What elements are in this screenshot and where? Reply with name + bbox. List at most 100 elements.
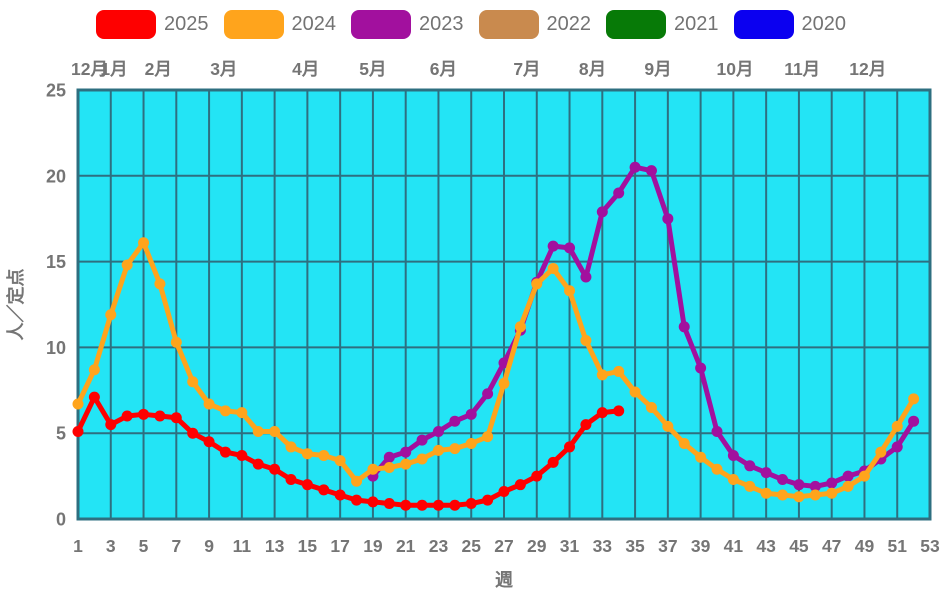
- series-point-2023: [662, 213, 674, 225]
- series-point-2024: [564, 285, 576, 297]
- y-tick-label: 15: [46, 252, 66, 272]
- series-point-2025: [121, 410, 133, 422]
- series-point-2024: [383, 462, 395, 474]
- series-point-2024: [400, 458, 412, 470]
- legend-label: 2025: [164, 13, 209, 35]
- series-point-2025: [367, 496, 379, 508]
- legend-swatch-2023: [351, 10, 411, 39]
- month-label: 2月: [145, 59, 172, 79]
- month-label: 6月: [430, 59, 457, 79]
- series-point-2025: [269, 463, 281, 475]
- series-point-2024: [301, 448, 313, 460]
- month-label: 8月: [579, 59, 606, 79]
- series-point-2024: [465, 437, 477, 449]
- x-tick-label: 51: [887, 536, 907, 556]
- series-point-2025: [301, 479, 313, 491]
- month-label: 10月: [717, 59, 754, 79]
- x-tick-label: 39: [691, 536, 711, 556]
- x-tick-label: 11: [233, 536, 252, 556]
- series-point-2025: [514, 479, 526, 491]
- series-point-2025: [285, 474, 297, 486]
- series-point-2024: [203, 398, 215, 410]
- series-point-2025: [465, 498, 477, 510]
- series-point-2024: [842, 480, 854, 492]
- x-tick-label: 29: [527, 536, 547, 556]
- series-point-2023: [564, 242, 576, 254]
- series-point-2025: [203, 436, 215, 448]
- series-point-2025: [252, 458, 264, 470]
- x-tick-label: 37: [658, 536, 677, 556]
- series-point-2023: [727, 450, 739, 462]
- series-point-2024: [498, 377, 510, 389]
- y-tick-label: 25: [46, 81, 66, 101]
- series-point-2025: [383, 498, 395, 510]
- series-point-2024: [596, 369, 608, 381]
- series-point-2025: [596, 407, 608, 419]
- x-tick-label: 49: [855, 536, 875, 556]
- series-point-2023: [449, 415, 461, 427]
- legend-item-2023[interactable]: 2023: [351, 10, 464, 39]
- month-label: 5月: [359, 59, 386, 79]
- series-point-2025: [318, 484, 330, 496]
- series-point-2024: [826, 487, 838, 499]
- plot-border: [76, 88, 932, 521]
- x-tick-label: 31: [560, 536, 580, 556]
- series-point-2025: [88, 391, 100, 403]
- x-tick-label: 7: [171, 536, 181, 556]
- series-point-2025: [105, 419, 117, 431]
- series-point-2023: [908, 415, 920, 427]
- series-point-2024: [219, 405, 231, 417]
- series-point-2023: [826, 477, 838, 489]
- series-point-2024: [318, 450, 330, 462]
- series-point-2023: [645, 165, 657, 177]
- series-point-2024: [793, 491, 805, 503]
- series-point-2024: [662, 420, 674, 432]
- y-tick-label: 5: [56, 424, 66, 444]
- series-point-2023: [629, 161, 641, 173]
- series-point-2025: [138, 408, 150, 420]
- x-tick-label: 23: [429, 536, 449, 556]
- series-point-2023: [809, 480, 821, 492]
- series-point-2023: [744, 460, 756, 472]
- legend-label: 2023: [419, 13, 464, 35]
- series-point-2024: [613, 365, 625, 377]
- month-label: 3月: [210, 59, 237, 79]
- series-point-2025: [482, 494, 494, 506]
- series-point-2024: [351, 475, 363, 487]
- series-point-2024: [744, 480, 756, 492]
- series-point-2023: [891, 441, 903, 453]
- series-point-2025: [400, 499, 412, 511]
- legend-item-2022[interactable]: 2022: [478, 10, 592, 39]
- legend-item-2025[interactable]: 2025: [96, 10, 209, 39]
- legend-item-2024[interactable]: 2024: [223, 10, 336, 39]
- legend-item-2021[interactable]: 2021: [606, 10, 719, 39]
- legend-item-2020[interactable]: 2020: [733, 10, 846, 39]
- series-point-2024: [580, 335, 592, 347]
- legend-label: 2022: [546, 13, 592, 35]
- series-point-2025: [236, 450, 248, 462]
- series-point-2023: [482, 388, 494, 400]
- series-point-2024: [727, 474, 739, 486]
- series-point-2024: [858, 470, 870, 482]
- series-point-2024: [760, 487, 772, 499]
- series-point-2024: [432, 444, 444, 456]
- x-tick-label: 45: [789, 536, 809, 556]
- series-point-2023: [695, 362, 707, 374]
- series-point-2023: [613, 187, 625, 199]
- series-point-2025: [219, 446, 231, 458]
- series-point-2023: [793, 479, 805, 491]
- series-point-2023: [678, 321, 690, 333]
- month-label: 4月: [292, 59, 319, 79]
- series-point-2024: [531, 278, 543, 290]
- series-point-2025: [351, 494, 363, 506]
- x-tick-label: 3: [106, 536, 116, 556]
- series-point-2024: [547, 262, 559, 274]
- series-point-2025: [432, 499, 444, 511]
- series-point-2024: [777, 489, 789, 501]
- series-point-2025: [187, 427, 199, 439]
- series-point-2023: [760, 467, 772, 479]
- series-point-2023: [711, 425, 723, 437]
- x-tick-label: 15: [298, 536, 318, 556]
